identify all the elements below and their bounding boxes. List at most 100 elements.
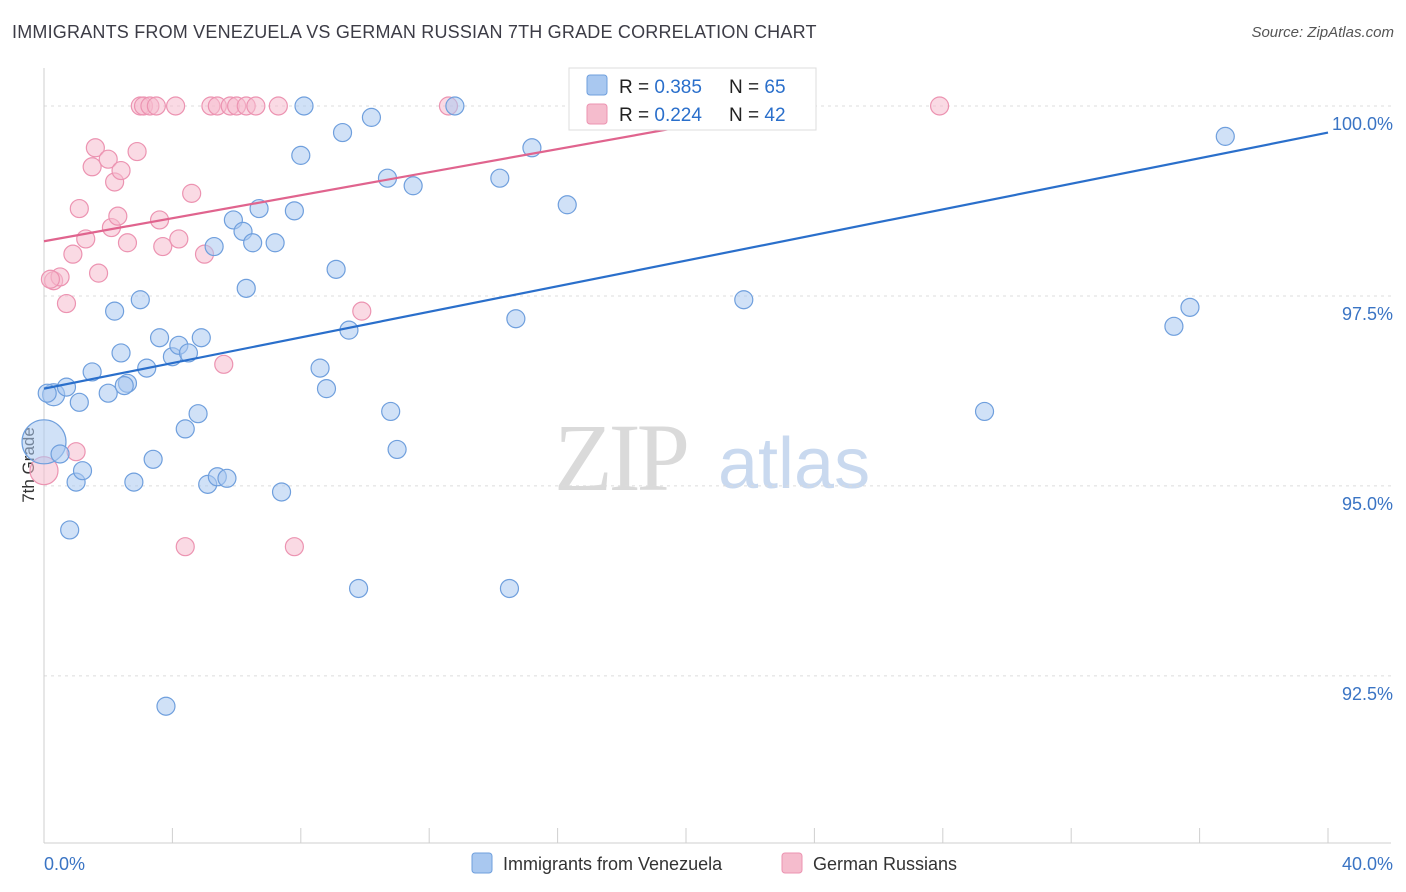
stats-legend: R = 0.385 N = 65 R = 0.224 N = 42 [568,67,817,131]
venezuela-point [291,145,311,165]
venezuela-point [178,343,199,363]
y-tick-label: 100.0% [1332,114,1393,134]
venezuela-trend-line [43,131,1329,390]
german-russian-point [166,96,186,116]
venezuela-point [156,696,176,716]
venezuela-point [69,392,89,412]
german-russian-point [127,141,147,162]
venezuela-point [271,482,292,502]
series-venezuela-points [21,96,1235,716]
german-russian-point [98,149,118,169]
venezuela-point [326,259,346,279]
venezuela-point [348,578,369,599]
series-legend-swatch-pink [781,852,803,874]
german-russian-point [182,183,202,203]
german-russian-point [268,96,288,116]
venezuela-point [60,520,80,540]
german-russian-point [40,269,61,289]
series-legend-swatch-blue [471,852,493,874]
legend-swatch-pink [586,103,608,125]
venezuela-point [50,444,70,464]
y-tick-label: 95.0% [1342,494,1393,514]
venezuela-point [316,379,337,399]
venezuela-point [124,472,144,492]
legend-n-value-2: 42 [764,105,785,126]
german-russian-point [117,233,138,253]
source-credit: Source: ZipAtlas.com [1251,24,1394,41]
german-russian-point [284,537,304,557]
legend-n-label-1: N = [729,77,764,98]
watermark-zip: ZIP [554,404,687,511]
svg-text:R = 0.385: R = 0.385 [619,77,702,98]
venezuela-point [974,401,995,422]
venezuela-point [82,362,102,382]
series-german-russians-points [29,96,950,557]
legend-r-value-2: 0.224 [654,105,702,126]
series-legend: Immigrants from Venezuela German Russian… [471,852,957,874]
x-tick-label: 40.0% [1342,854,1393,874]
x-tick-labels: 0.0% 40.0% [44,854,1393,874]
venezuela-point [310,358,330,378]
german-russian-point [175,537,195,557]
venezuela-point [236,278,256,298]
venezuela-point [143,449,163,469]
venezuela-point [204,236,224,257]
venezuela-point [284,201,304,221]
legend-r-value-1: 0.385 [654,77,702,98]
german-russian-point [153,236,173,257]
venezuela-point [243,233,263,253]
legend-swatch-blue [586,74,608,96]
venezuela-point [72,461,93,481]
german-russian-point [108,206,128,226]
svg-text:N = 65: N = 65 [729,77,786,98]
venezuela-point [105,301,125,321]
venezuela-point [56,377,77,397]
german-russian-point [82,157,102,177]
venezuela-point [557,195,577,215]
venezuela-point [175,419,195,439]
german-russian-point [169,229,189,249]
venezuela-point [445,96,465,116]
y-tick-labels: 92.5% 95.0% 97.5% 100.0% [1332,114,1393,704]
german-russian-point [111,160,131,181]
watermark-atlas: atlas [718,424,870,504]
legend-r-label-2: R = [619,105,654,126]
german-russian-point [929,96,950,116]
venezuela-point [217,468,237,488]
german-russian-point [56,293,77,314]
venezuela-point [381,401,401,422]
trend-lines [43,104,1329,390]
german-russian-point [85,138,105,158]
venezuela-point [37,383,57,403]
venezuela-point [149,328,170,348]
svg-text:R = 0.224: R = 0.224 [619,105,702,126]
svg-text:N = 42: N = 42 [729,105,786,126]
german-russian-point [246,96,266,116]
legend-r-label-1: R = [619,77,654,98]
german-russian-point [66,442,86,462]
y-tick-label: 92.5% [1342,684,1393,704]
german-russian-point [214,354,234,374]
german-russian-point [69,198,89,219]
german-russian-point [352,301,372,321]
gridlines [44,105,1391,677]
venezuela-point [111,343,131,363]
german-russian-point [88,263,109,283]
venezuela-point [191,328,211,348]
series-legend-label-pink: German Russians [813,854,957,874]
venezuela-point [387,439,407,460]
chart-title: IMMIGRANTS FROM VENEZUELA VS GERMAN RUSS… [12,22,817,42]
venezuela-point [1164,316,1184,336]
german-russian-point [146,96,166,116]
stats-legend-box [568,67,817,131]
x-axis-ticks [43,828,1329,843]
venezuela-point [332,122,353,143]
venezuela-point [130,290,150,310]
venezuela-point [734,290,754,310]
venezuela-point [294,96,314,116]
venezuela-point [114,375,134,396]
legend-n-label-2: N = [729,105,764,126]
venezuela-point [499,578,520,599]
venezuela-point [403,176,423,196]
